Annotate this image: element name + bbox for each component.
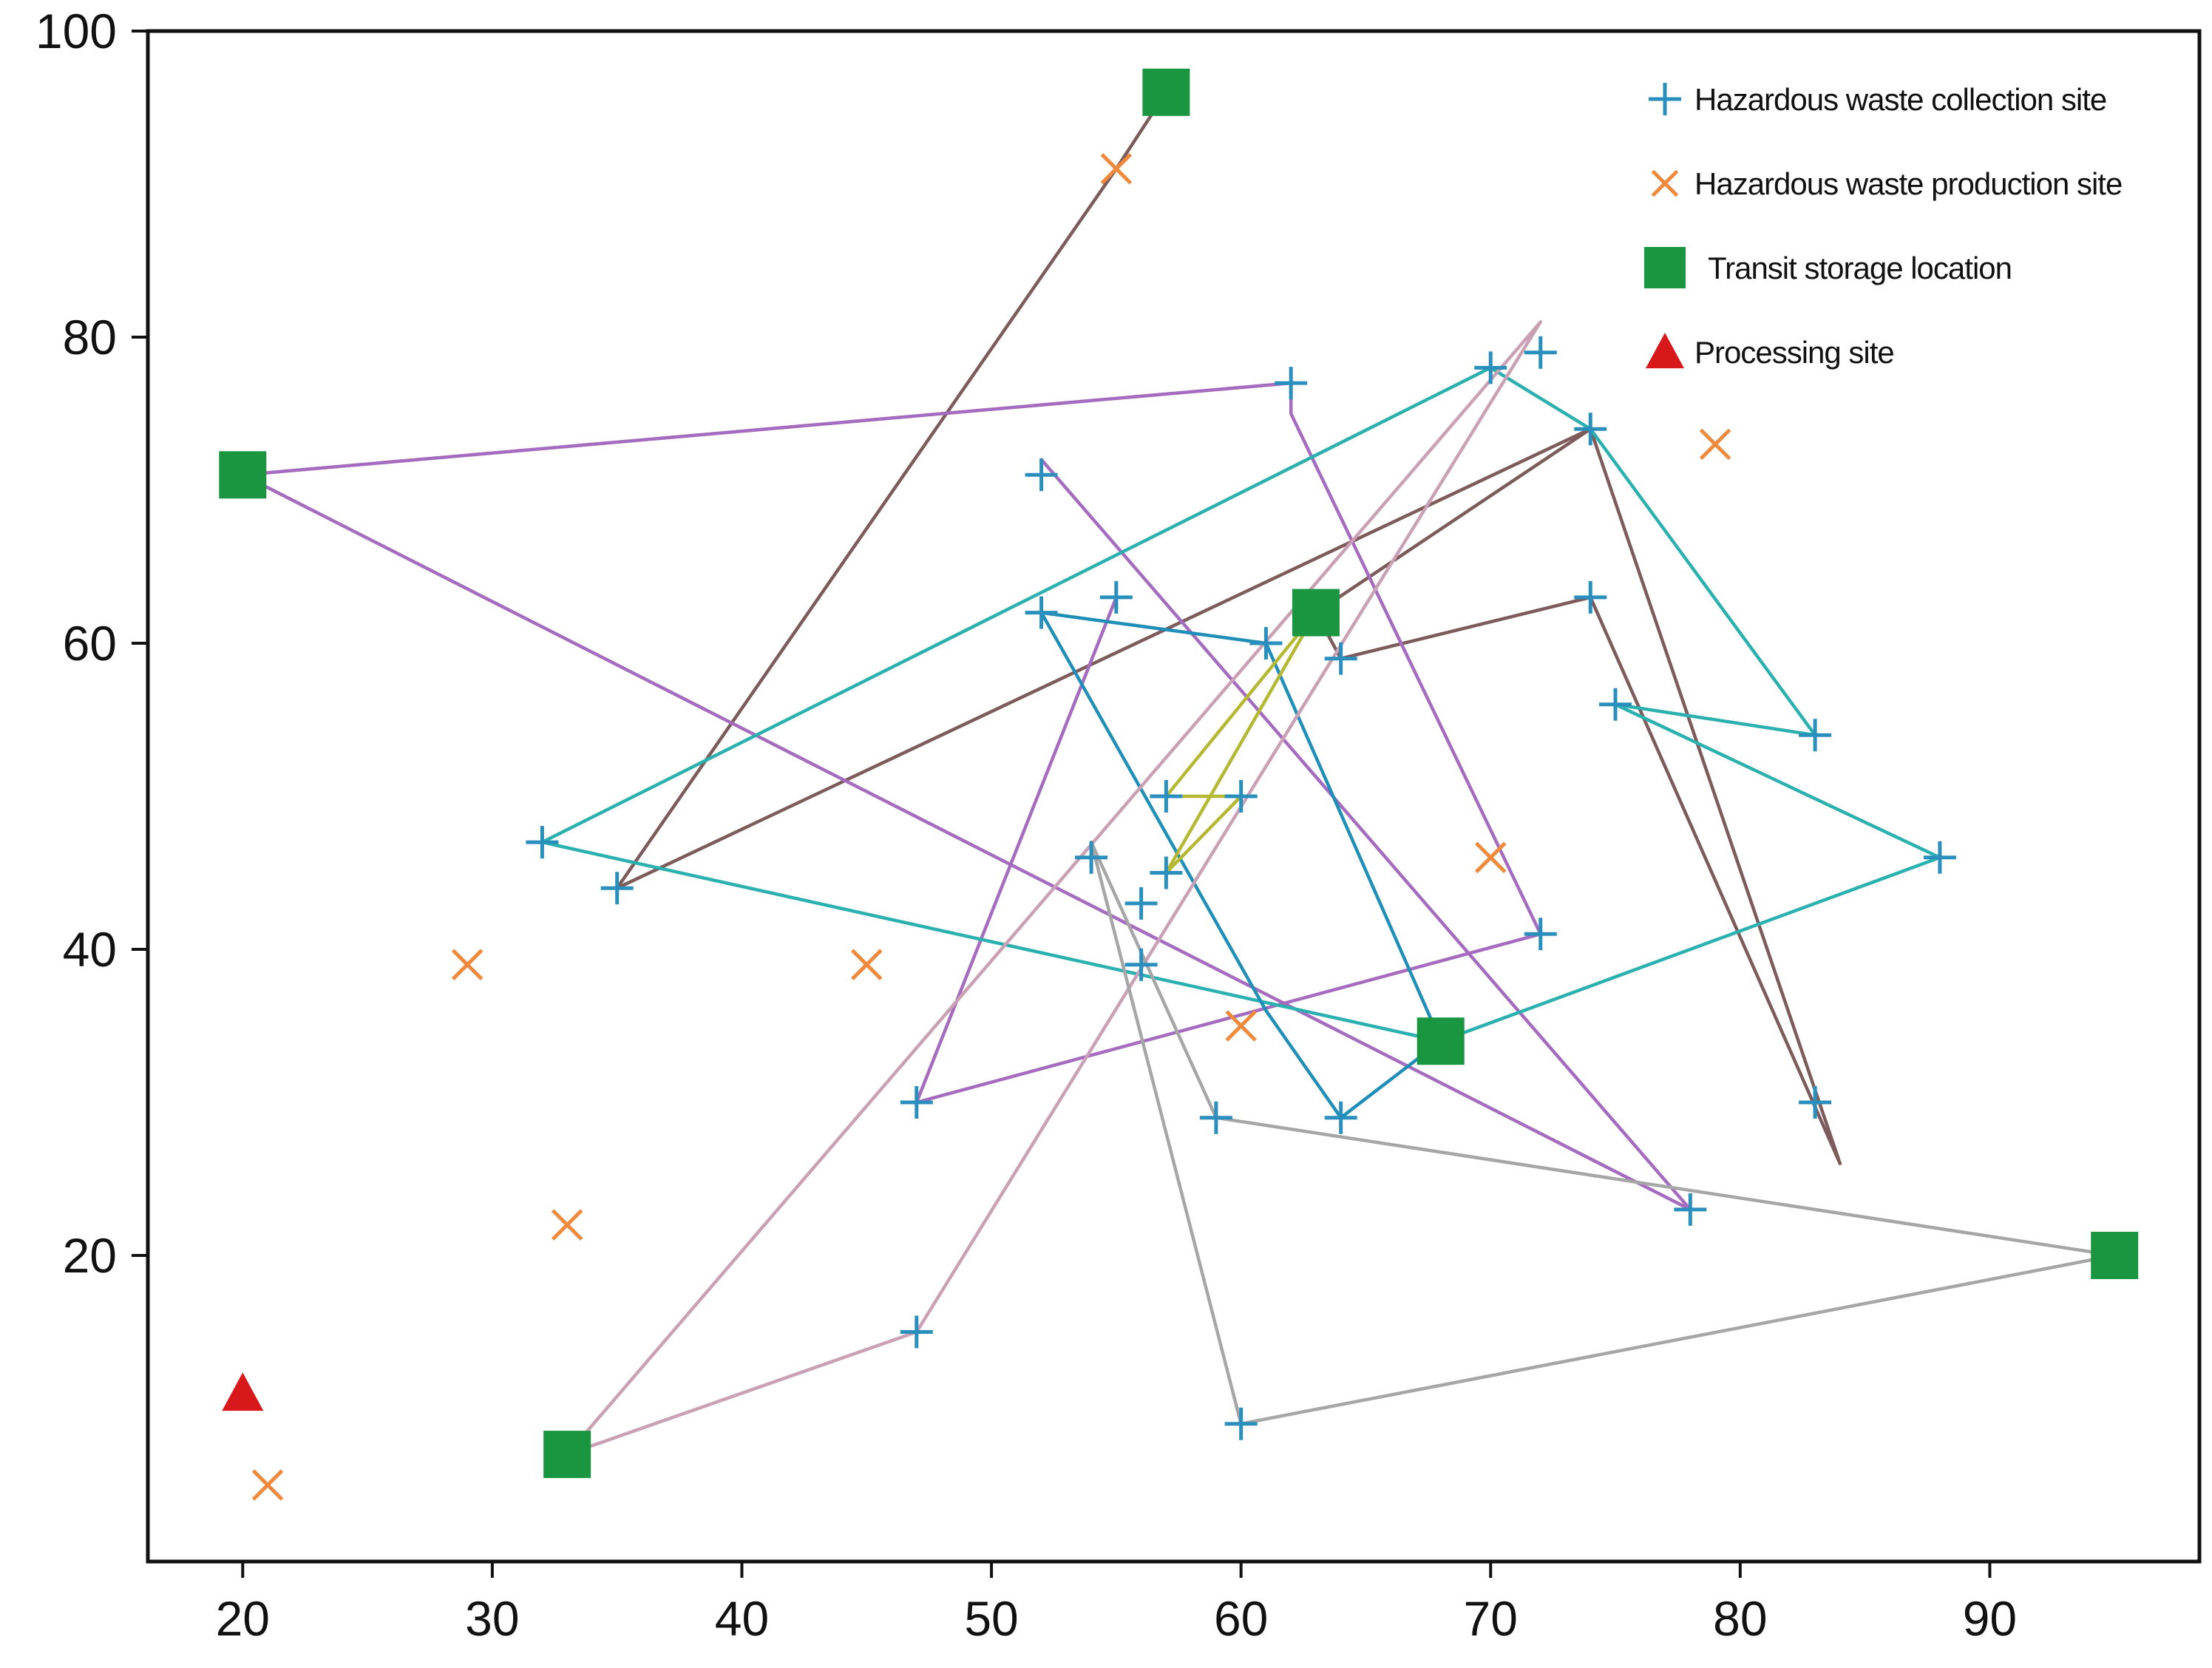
- y-tick-label: 20: [63, 1228, 117, 1283]
- legend-item-collection: Hazardous waste collection site: [1649, 82, 2107, 117]
- storage-point: [543, 1431, 591, 1479]
- collection-point: [900, 1315, 933, 1349]
- x-tick-label: 80: [1713, 1591, 1767, 1646]
- collection-point: [1199, 1101, 1232, 1134]
- production-point: [1699, 428, 1731, 461]
- collection-point: [1574, 580, 1607, 614]
- route-line: [1039, 611, 1442, 1119]
- legend-label: Transit storage location: [1708, 251, 2012, 285]
- storage-point: [1292, 589, 1340, 637]
- collection-point: [1275, 367, 1308, 400]
- x-tick-label: 60: [1214, 1591, 1268, 1646]
- collection-point: [1249, 627, 1283, 660]
- production-point: [251, 1469, 284, 1501]
- collection-point: [1224, 780, 1258, 813]
- route-line: [241, 458, 1692, 1212]
- storage-point: [1417, 1017, 1465, 1065]
- legend-label: Hazardous waste production site: [1694, 166, 2122, 201]
- collection-point: [600, 872, 634, 905]
- processing-point: [222, 1372, 264, 1411]
- production-legend-marker: [1651, 169, 1679, 197]
- collection-point: [1075, 841, 1108, 874]
- collection-point: [1923, 841, 1956, 874]
- x-tick-label: 30: [465, 1591, 519, 1646]
- collection-point: [1799, 1086, 1832, 1119]
- legend: Hazardous waste collection site Hazardous…: [1644, 82, 2123, 370]
- collection-point: [1124, 948, 1158, 981]
- route-line: [1164, 611, 1318, 875]
- collection-point: [900, 1086, 933, 1119]
- axes: 20 30 40 50 60 70 80 90 20 40 60 80 100: [35, 4, 2202, 1646]
- production-point: [850, 949, 883, 980]
- collection-point: [1099, 580, 1133, 614]
- y-tick-label: 40: [63, 922, 117, 977]
- y-tick-label: 60: [63, 616, 117, 671]
- storage-point: [2091, 1232, 2139, 1279]
- collection-point: [1124, 886, 1158, 920]
- route-line: [565, 320, 1543, 1457]
- x-tick-label: 20: [216, 1591, 270, 1646]
- legend-item-processing: Processing site: [1646, 333, 1895, 370]
- collection-point: [1574, 413, 1607, 446]
- production-point: [451, 949, 484, 980]
- production-point: [1474, 841, 1507, 874]
- production-point: [551, 1209, 583, 1241]
- production-point: [1100, 153, 1133, 185]
- production-point: [1225, 1010, 1257, 1042]
- collection-point: [1799, 719, 1832, 752]
- collection-legend-marker: [1649, 83, 1681, 115]
- x-tick-label: 90: [1963, 1591, 2017, 1646]
- route-lines: [241, 90, 2117, 1457]
- collection-point: [1025, 458, 1058, 492]
- processing-legend-marker: [1646, 333, 1684, 369]
- x-tick-label: 40: [715, 1591, 769, 1646]
- legend-label: Hazardous waste collection site: [1694, 82, 2106, 117]
- collection-point: [526, 826, 559, 859]
- storage-point: [219, 451, 267, 499]
- storage-legend-marker: [1644, 247, 1686, 288]
- plot-frame: [146, 29, 2202, 1564]
- y-tick-label: 80: [63, 310, 117, 365]
- collection-point: [1599, 688, 1632, 721]
- data-markers: [219, 68, 2139, 1501]
- legend-item-storage: Transit storage location: [1644, 247, 2012, 288]
- collection-point: [1474, 351, 1507, 384]
- collection-point: [1524, 336, 1557, 369]
- collection-point: [1150, 856, 1183, 889]
- storage-point: [1142, 68, 1190, 116]
- collection-point: [1324, 1101, 1357, 1134]
- collection-point: [1524, 918, 1557, 951]
- collection-point: [1025, 596, 1058, 629]
- x-tick-label: 70: [1464, 1591, 1518, 1646]
- collection-point: [1224, 1407, 1258, 1440]
- y-tick-label: 100: [35, 4, 117, 58]
- collection-point: [1324, 642, 1357, 675]
- legend-item-production: Hazardous waste production site: [1651, 166, 2123, 201]
- collection-point: [1150, 780, 1183, 813]
- legend-label: Processing site: [1694, 335, 1894, 370]
- route-line: [1089, 840, 2117, 1425]
- route-line: [241, 381, 1543, 1105]
- x-tick-label: 50: [964, 1591, 1018, 1646]
- collection-point: [1674, 1193, 1707, 1226]
